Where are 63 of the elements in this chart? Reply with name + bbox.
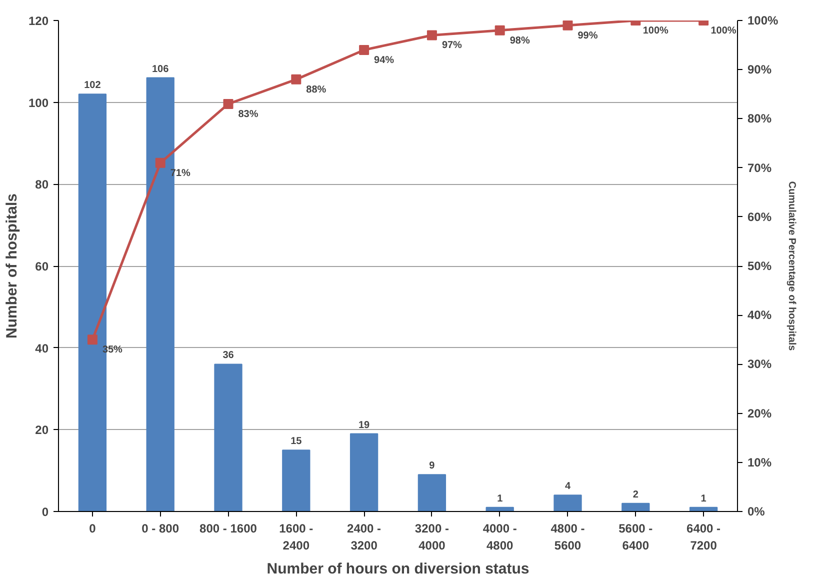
y-tick-label: 80: [35, 178, 49, 192]
x-tick-label: 3200 - 4000: [414, 522, 449, 552]
data-label: 2: [632, 489, 639, 500]
y2-tick-label: 10%: [748, 455, 772, 470]
x-tick-label: 5600 - 6400: [618, 522, 653, 552]
y2-tick-label: 80%: [748, 112, 772, 126]
y2-tick-label: 60%: [748, 210, 772, 224]
y-tick-label: 60: [35, 260, 49, 274]
point: [291, 74, 302, 84]
x-tick-label: 0: [89, 522, 96, 536]
data-label: 19: [358, 420, 370, 431]
data-label: 102: [84, 80, 102, 92]
point: [87, 334, 98, 345]
y2-tick-label: 100%: [748, 14, 779, 28]
data-label: 94%: [374, 54, 394, 66]
x-tick-label: 2400 - 3200: [347, 522, 382, 552]
y-tick-label: 40: [35, 341, 49, 356]
data-label: 100%: [710, 26, 736, 36]
point: [223, 98, 234, 109]
y2-tick-label: 20%: [748, 406, 772, 420]
y2-tick-label: 70%: [748, 160, 772, 175]
data-label: 1: [700, 493, 707, 504]
y2-tick-label: 90%: [748, 62, 772, 77]
y2-axis-title: Cumulative Percentage of hospitals: [786, 181, 798, 352]
bar: [214, 364, 242, 512]
y2-tick-label: 40%: [748, 308, 772, 322]
bar: [622, 502, 650, 512]
y2-tick-label: 50%: [748, 259, 772, 273]
y2-tick-label: 30%: [748, 357, 772, 372]
data-label: 100%: [642, 26, 669, 36]
data-label: 88%: [306, 84, 326, 96]
data-label: 106: [152, 64, 170, 75]
data-label: 36: [222, 350, 234, 362]
point: [494, 25, 505, 36]
x-tick-label: 6400 - 7200: [686, 522, 721, 552]
y-tick-label: 120: [28, 14, 49, 28]
x-tick-label: 4000 - 4800: [482, 522, 517, 552]
bar: [418, 474, 446, 512]
data-label: 98%: [510, 35, 530, 46]
data-label: 15: [290, 436, 302, 448]
data-label: 9: [429, 460, 436, 472]
x-tick-label: 800 - 1600: [200, 522, 258, 536]
y2-tick-label: 0%: [748, 504, 766, 518]
x-tick-label: 1600 - 2400: [279, 522, 314, 552]
x-axis-title: Number of hours on diversion status: [266, 560, 530, 578]
bar: [282, 450, 310, 512]
x-tick-label: 4800 - 5600: [550, 522, 585, 552]
data-label: 83%: [238, 108, 258, 120]
y-tick-label: 0: [42, 505, 49, 519]
bar: [350, 433, 378, 512]
bar: [554, 494, 582, 512]
point: [562, 20, 573, 30]
data-label: 4: [564, 481, 571, 492]
point: [426, 30, 437, 40]
y-axis-title: Number of hospitals: [3, 193, 20, 339]
y-tick-label: 20: [35, 423, 49, 438]
y-tick-label: 100: [28, 96, 49, 110]
data-label: 1: [497, 493, 504, 504]
data-label: 97%: [442, 40, 462, 52]
point: [155, 158, 166, 168]
point: [359, 44, 370, 55]
x-tick-label: 0 - 800: [142, 522, 180, 536]
data-label: 99%: [578, 30, 598, 42]
